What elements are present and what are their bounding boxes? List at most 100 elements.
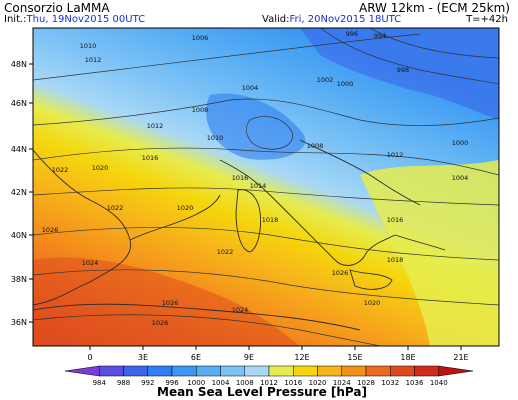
colorbar-swatch — [268, 365, 294, 377]
colorbar-label: 1040 — [430, 379, 448, 387]
isobar-label: 1024 — [82, 259, 99, 267]
isobar-label: 994 — [374, 32, 386, 40]
lon-tick-label: 15E — [347, 353, 362, 362]
isobar-label: 1014 — [250, 182, 267, 190]
colorbar-swatch — [390, 365, 415, 377]
lead-time: T=+42h — [466, 14, 508, 25]
colorbar-swatch — [341, 365, 367, 377]
lon-tick-label: 9E — [244, 353, 254, 362]
low-pressure-area — [300, 28, 499, 120]
lat-tick-label: 36N — [11, 318, 27, 327]
isobar-label: 1012 — [387, 151, 404, 159]
colorbar-label: 1016 — [284, 379, 302, 387]
isobar-label: 1024 — [232, 306, 249, 314]
colorbar-swatch — [293, 365, 318, 377]
isobar-label: 1002 — [317, 76, 334, 84]
map-frame — [32, 27, 500, 347]
colorbar-swatch — [317, 365, 342, 377]
valid-time: Valid:Fri, 20Nov2015 18UTC — [262, 15, 401, 25]
org-title: Consorzio LaMMA — [4, 1, 110, 15]
colorbar-swatch — [220, 365, 245, 377]
isobar-label: 1026 — [42, 226, 59, 234]
colorbar-label: 1020 — [309, 379, 327, 387]
isobar-label: 1004 — [452, 174, 469, 182]
colorbar-swatch — [244, 365, 270, 377]
lat-tick-label: 40N — [11, 231, 27, 240]
colorbar-swatch — [99, 365, 124, 377]
isobar-label: 1020 — [364, 299, 381, 307]
colorbar-title: Mean Sea Level Pressure [hPa] — [157, 385, 367, 399]
isobar-label: 1022 — [217, 248, 234, 256]
colorbar-label: 1012 — [260, 379, 278, 387]
init-value: Thu, 19Nov2015 00UTC — [26, 14, 146, 25]
isobar-label: 1006 — [192, 34, 209, 42]
lon-tick-label: 12E — [294, 353, 309, 362]
isobar-label: 1008 — [307, 142, 324, 150]
model-title: ARW 12km - (ECM 25km) — [358, 1, 510, 15]
lon-tick-label: 3E — [138, 353, 148, 362]
isobar-label: 1020 — [177, 204, 194, 212]
colorbar-label: 992 — [141, 379, 154, 387]
isobar-label: 998 — [397, 66, 409, 74]
latitude-ticks: 48N 46N 44N 42N 40N 38N 36N — [11, 60, 33, 327]
colorbar-label: 1036 — [406, 379, 424, 387]
lon-tick-label: 6E — [191, 353, 201, 362]
init-label: Init.: — [4, 14, 27, 25]
colorbar: 984 988 992 996 1000 1004 1008 1012 1016 1020 1024… — [64, 365, 474, 387]
coastlines — [33, 139, 446, 331]
colorbar-swatch — [123, 365, 148, 377]
lat-tick-label: 42N — [11, 188, 27, 197]
isobar-label: 1022 — [52, 166, 69, 174]
lat-tick-label: 44N — [11, 145, 27, 154]
valid-label: Valid: — [262, 14, 290, 25]
isobar-label: 1012 — [85, 56, 102, 64]
isobar-label: 1026 — [152, 319, 169, 327]
colorbar-swatch — [64, 365, 100, 377]
init-time: Init.:Thu, 19Nov2015 00UTC — [4, 15, 145, 25]
colorbar-swatch — [171, 365, 197, 377]
colorbar-label: 1024 — [333, 379, 351, 387]
isobar-labels: 9949969981000100010021004100410061008100… — [42, 30, 469, 327]
colorbar-label: 1032 — [381, 379, 399, 387]
isobar-label: 1016 — [387, 216, 404, 224]
colorbar-label: 984 — [93, 379, 107, 387]
isobar-label: 1026 — [332, 269, 349, 277]
longitude-ticks: 0 3E 6E 9E 12E 15E 18E 21E — [87, 346, 469, 362]
east-yellow-area — [360, 160, 499, 346]
colorbar-swatch — [147, 365, 173, 377]
lon-tick-label: 18E — [400, 353, 415, 362]
high-pressure-area — [33, 257, 300, 346]
colorbar-swatch — [438, 365, 474, 377]
colorbar-swatch — [414, 365, 439, 377]
colorbar-swatch — [196, 365, 221, 377]
valid-value: Fri, 20Nov2015 18UTC — [289, 14, 402, 25]
colorbar-label: 996 — [165, 379, 179, 387]
isobar-label: 1000 — [452, 139, 469, 147]
isobar-label: 1000 — [337, 80, 354, 88]
isobar-label: 1020 — [92, 164, 109, 172]
isobar-label: 1026 — [162, 299, 179, 307]
lat-tick-label: 46N — [11, 99, 27, 108]
lon-tick-label: 21E — [453, 353, 468, 362]
isobar-label: 1016 — [232, 174, 249, 182]
lat-tick-label: 48N — [11, 60, 27, 69]
isobar-label: 1008 — [192, 106, 209, 114]
colorbar-label: 988 — [117, 379, 130, 387]
colorbar-label: 1000 — [187, 379, 205, 387]
isobar-label: 1010 — [207, 134, 224, 142]
isobar-label: 1012 — [147, 122, 164, 130]
colorbar-label: 1028 — [357, 379, 375, 387]
isobar-label: 1010 — [80, 42, 97, 50]
isobar-label: 1016 — [142, 154, 159, 162]
lat-tick-label: 38N — [11, 275, 27, 284]
isobars — [33, 28, 499, 346]
colorbar-label: 1008 — [236, 379, 254, 387]
colorbar-swatch — [365, 365, 391, 377]
isobar-label: 1018 — [262, 216, 279, 224]
colorbar-label: 1004 — [212, 379, 230, 387]
isobar-label: 1022 — [107, 204, 124, 212]
lon-tick-label: 0 — [87, 353, 92, 362]
isobar-label: 1018 — [387, 256, 404, 264]
isobar-label: 996 — [346, 30, 358, 38]
